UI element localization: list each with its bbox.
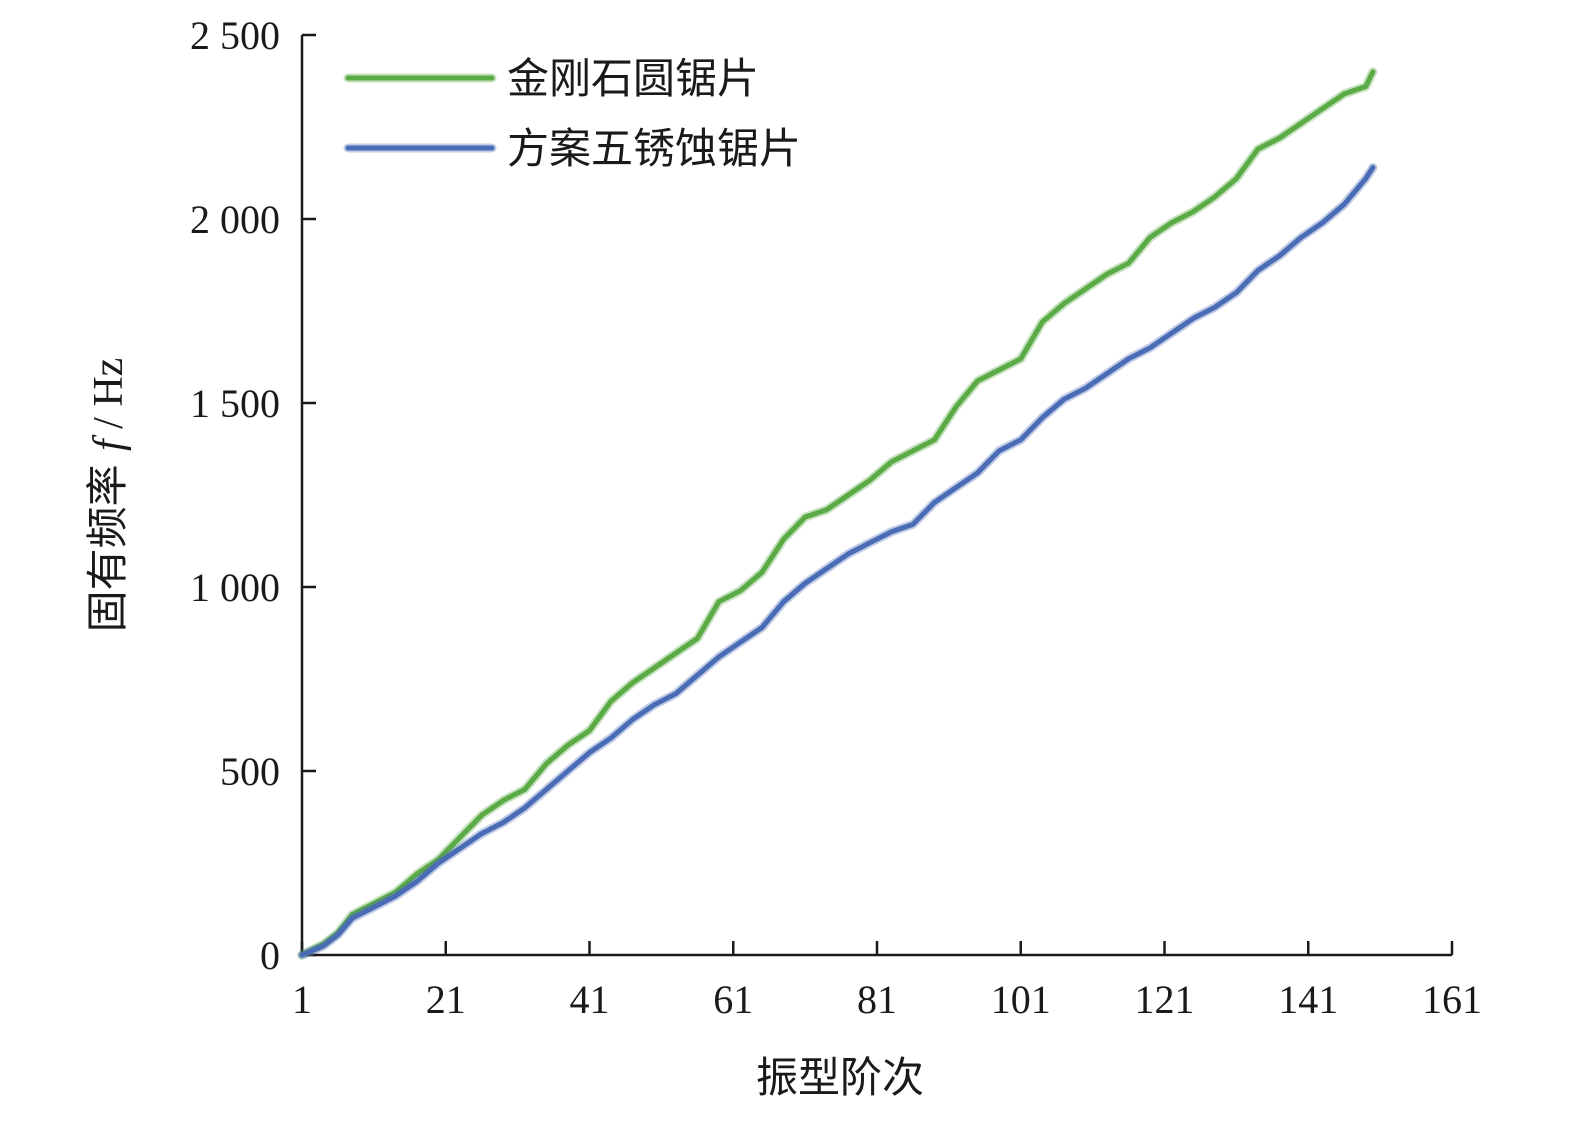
y-axis-title-text: 固有频率	[83, 451, 132, 632]
series-line-1	[299, 165, 1376, 958]
x-tick-label: 101	[991, 977, 1051, 1022]
y-axis-title: 固有频率 f / Hz	[83, 358, 132, 633]
x-tick-label: 121	[1135, 977, 1195, 1022]
x-tick-label: 161	[1422, 977, 1482, 1022]
y-axis-title-unit: / Hz	[86, 358, 132, 440]
x-tick-label: 61	[713, 977, 753, 1022]
y-tick-label: 1 500	[190, 381, 280, 426]
x-tick-label: 1	[292, 977, 312, 1022]
x-ticks: 1 21 41 61 81 101 121 141 161	[292, 941, 1482, 1022]
legend-label: 方案五锈蚀锯片	[507, 124, 801, 173]
y-tick-label: 2 000	[190, 197, 280, 242]
series-group	[297, 67, 1378, 960]
y-ticks: 0 500 1 000 1 500 2 000 2 500	[190, 13, 316, 978]
y-tick-label: 500	[220, 749, 280, 794]
legend-item-0: 金刚石圆锯片	[343, 54, 759, 103]
x-tick-label: 141	[1278, 977, 1338, 1022]
legend-item-1: 方案五锈蚀锯片	[343, 124, 801, 173]
legend-label: 金刚石圆锯片	[507, 54, 759, 103]
y-tick-label: 1 000	[190, 565, 280, 610]
x-tick-label: 41	[570, 977, 610, 1022]
y-tick-label: 2 500	[190, 13, 280, 58]
x-tick-label: 21	[426, 977, 466, 1022]
series-line-glow-0	[297, 67, 1378, 960]
x-tick-label: 81	[857, 977, 897, 1022]
y-tick-label: 0	[260, 933, 280, 978]
series-line-0	[299, 69, 1376, 958]
x-axis-title: 振型阶次	[756, 1053, 924, 1102]
legend: 金刚石圆锯片 方案五锈蚀锯片	[343, 54, 801, 173]
